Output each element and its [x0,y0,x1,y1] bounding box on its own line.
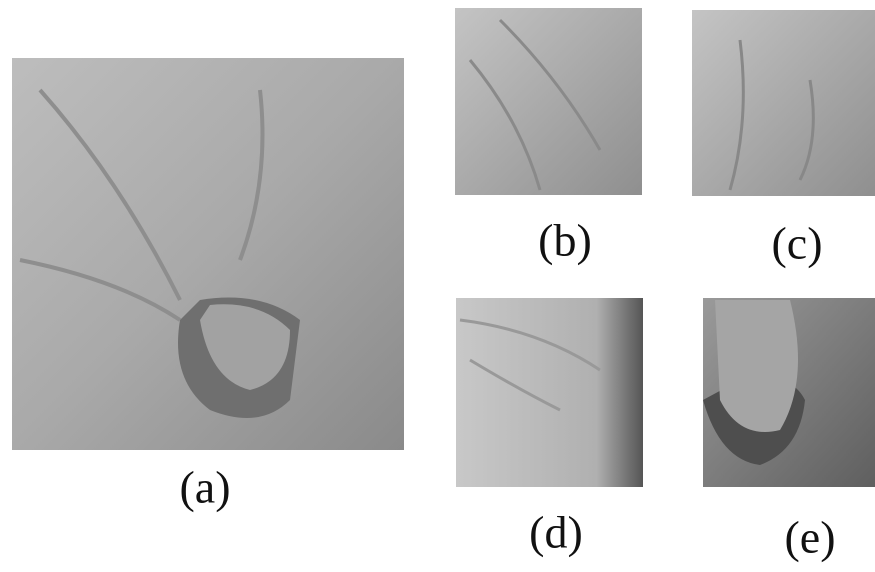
panel-label: (a) [179,462,230,513]
panel-label: (b) [538,215,592,266]
panel-e: (e) [703,298,875,563]
panel-c: (c) [692,10,875,269]
terrain-dome [715,300,798,432]
panel-a: (a) [12,58,404,513]
image [455,8,642,195]
panel-label: (e) [784,512,835,563]
image [456,298,643,487]
panel-d: (d) [456,298,643,558]
image [692,10,875,196]
panel-label: (d) [529,507,583,558]
panel-b: (b) [455,8,642,266]
panel-label: (c) [771,218,822,269]
page: (a) (b) (c) (d) (e) (() => { const data … [0,0,875,572]
figure: (a) (b) (c) (d) (e) [0,0,875,572]
